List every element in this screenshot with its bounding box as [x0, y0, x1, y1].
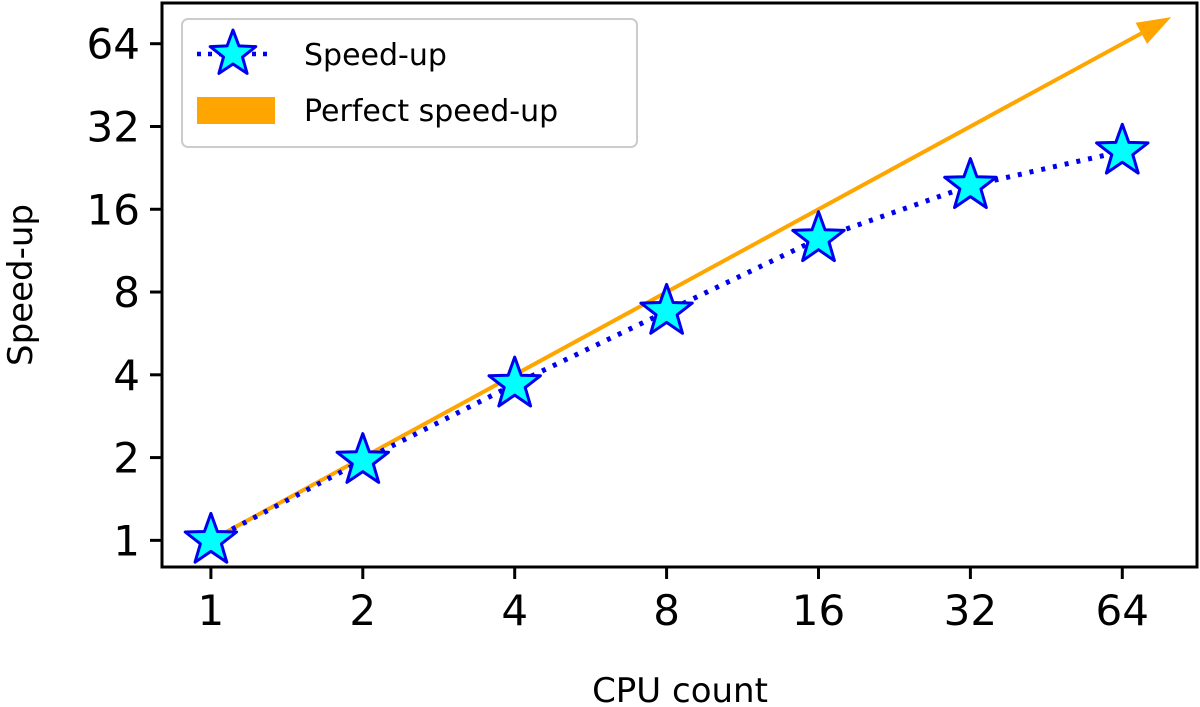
- y-tick-label-32: 32: [87, 102, 140, 151]
- speedup-point-4: [487, 355, 542, 408]
- y-tick-label-1: 1: [113, 516, 140, 565]
- y-tick-label-8: 8: [113, 268, 140, 317]
- legend-speedup-label: Speed-up: [304, 38, 447, 73]
- speedup-point-2: [335, 432, 390, 484]
- y-axis-ticks: 1 2 4 8 16 32 64: [87, 20, 162, 565]
- y-tick-label-64: 64: [87, 20, 140, 69]
- x-tick-label-8: 8: [653, 586, 680, 635]
- perfect-speedup-arrowhead: [1135, 17, 1172, 44]
- y-axis-title: Speed-up: [1, 204, 41, 366]
- speedup-point-1: [183, 511, 239, 564]
- speedup-point-32: [943, 157, 998, 209]
- x-tick-label-16: 16: [792, 586, 845, 635]
- x-tick-label-4: 4: [501, 586, 528, 635]
- legend-perfect-label: Perfect speed-up: [304, 94, 558, 129]
- speedup-point-64: [1095, 122, 1150, 175]
- x-axis-ticks: 1 2 4 8 16 32 64: [198, 567, 1149, 635]
- legend-perfect-swatch: [197, 97, 275, 124]
- legend-box: [181, 18, 638, 148]
- x-tick-label-32: 32: [944, 586, 997, 635]
- x-tick-label-2: 2: [349, 586, 376, 635]
- axes: [160, 1, 1199, 569]
- legend: Speed-up Perfect speed-up: [181, 18, 638, 148]
- plot-layer: [183, 17, 1172, 564]
- speedup-point-8: [639, 282, 694, 335]
- y-tick-label-16: 16: [87, 185, 140, 234]
- legend-speedup-star-marker: [208, 28, 258, 75]
- x-tick-label-64: 64: [1096, 586, 1149, 635]
- speedup-point-16: [791, 210, 846, 263]
- plot-frame: [160, 1, 1199, 569]
- y-tick-label-4: 4: [113, 351, 140, 400]
- x-axis-title: CPU count: [592, 671, 768, 707]
- y-tick-label-2: 2: [113, 434, 140, 483]
- x-tick-label-1: 1: [198, 586, 225, 635]
